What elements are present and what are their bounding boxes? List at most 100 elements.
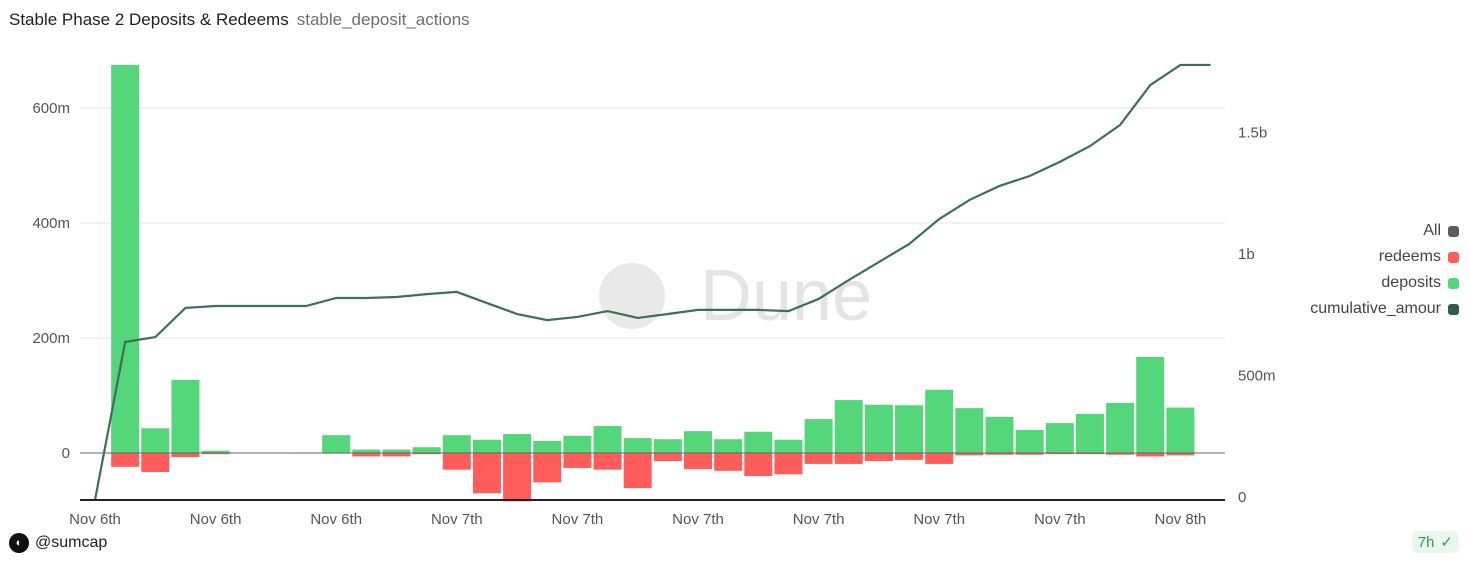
redeem-bar (895, 453, 924, 460)
x-axis-tick-label: Nov 7th (913, 511, 965, 528)
check-badge-icon: ✓ (1440, 534, 1453, 551)
deposit-bar (684, 431, 712, 453)
query-name[interactable]: stable_deposit_actions (296, 10, 470, 29)
redeem-bar (1045, 453, 1074, 455)
legend-item-redeems[interactable]: redeems (1310, 244, 1459, 270)
deposit-bar (925, 389, 954, 453)
author-name: @sumcap (35, 534, 108, 551)
right-axis-tick-label: 0 (1238, 489, 1246, 506)
deposit-bar (1075, 413, 1104, 453)
redeem-bar (1106, 453, 1135, 455)
redeem-bar (834, 453, 863, 464)
dune-logo-icon: ◐ (9, 533, 29, 553)
redeem-bar (1015, 453, 1044, 455)
deposit-bar (985, 416, 1014, 453)
deposit-bar (774, 439, 803, 453)
redeem-bar (412, 453, 441, 455)
redeem-bar (593, 453, 622, 470)
redeem-bar (684, 453, 712, 470)
legend-swatch (1448, 303, 1459, 315)
redeem-bar (744, 453, 773, 476)
redeem-bar (623, 453, 652, 489)
redeem-bar (533, 453, 562, 483)
deposit-bar (895, 405, 924, 453)
legend-swatch (1448, 251, 1459, 263)
redeem-bar (563, 453, 592, 468)
right-axis-tick-label: 1b (1238, 246, 1255, 263)
legend-item-deposits[interactable]: deposits (1310, 270, 1459, 296)
redeem-bar (1075, 453, 1104, 455)
redeem-bar (382, 453, 411, 457)
chart-title: Stable Phase 2 Deposits & Redeems (9, 10, 289, 29)
deposit-bar (804, 419, 833, 453)
x-axis-tick-label: Nov 7th (431, 511, 483, 528)
deposit-bar (593, 425, 622, 453)
x-axis-tick-label: Nov 7th (793, 511, 845, 528)
deposit-bar (201, 450, 230, 453)
deposit-bar (563, 435, 592, 453)
deposit-bar (141, 428, 170, 453)
redeem-bar (653, 453, 682, 462)
deposit-bar (1015, 430, 1044, 453)
x-axis-tick-label: Nov 8th (1155, 511, 1207, 528)
redeem-bar (1136, 453, 1165, 457)
chart-header: Stable Phase 2 Deposits & Redeems stable_… (9, 10, 470, 30)
refresh-age-badge[interactable]: 7h ✓ (1411, 531, 1459, 553)
deposit-bar (744, 431, 773, 453)
redeem-bar (985, 453, 1014, 455)
dune-watermark: Dune (700, 256, 872, 336)
legend-label: redeems (1378, 248, 1441, 265)
redeem-bar (714, 453, 743, 471)
left-axis-tick-label: 200m (32, 330, 70, 347)
deposit-bar (412, 447, 441, 453)
deposit-bar (955, 408, 984, 453)
redeem-bar (201, 453, 230, 455)
age-text: 7h (1417, 533, 1435, 551)
redeem-bar (503, 453, 532, 502)
redeem-bar (171, 453, 200, 458)
deposit-bar (1045, 423, 1074, 453)
redeem-bar (1166, 453, 1195, 456)
redeem-bar (442, 453, 471, 470)
deposit-bar (472, 439, 501, 453)
redeem-bar (352, 453, 381, 457)
legend: All redeems deposits cumulative_amour (1310, 218, 1459, 322)
deposit-bar (533, 440, 562, 453)
deposit-bar (352, 449, 381, 453)
x-axis-tick-label: Nov 6th (190, 511, 242, 528)
x-axis-tick-label: Nov 7th (672, 511, 724, 528)
redeem-bar (472, 453, 501, 494)
redeem-bar (864, 453, 893, 462)
deposit-bar (1106, 402, 1135, 453)
redeem-bar (955, 453, 984, 456)
x-axis-tick-label: Nov 7th (1034, 511, 1086, 528)
deposit-bar (623, 438, 652, 453)
author-link[interactable]: ◐ @sumcap (9, 533, 107, 553)
x-axis-tick-label: Nov 6th (310, 511, 362, 528)
deposit-bar (864, 404, 893, 453)
right-axis-tick-label: 1.5b (1238, 125, 1267, 142)
redeem-bar (111, 453, 140, 467)
deposit-bar (382, 449, 411, 453)
deposit-bar (653, 439, 682, 453)
deposit-bar (714, 439, 743, 453)
legend-label: cumulative_amour (1310, 300, 1441, 317)
legend-item-all[interactable]: All (1310, 218, 1459, 244)
legend-swatch (1448, 225, 1459, 237)
left-axis-tick-label: 0 (62, 445, 70, 462)
legend-swatch (1448, 277, 1459, 289)
cumulative-line (93, 63, 1211, 501)
x-axis-tick-label: Nov 6th (69, 511, 121, 528)
left-axis-tick-label: 600m (32, 100, 70, 117)
left-axis-tick-label: 400m (32, 215, 70, 232)
deposit-bar (171, 379, 200, 453)
deposit-bar (1136, 356, 1165, 453)
deposit-bar (834, 400, 863, 453)
redeem-bar (774, 453, 803, 475)
legend-item-cumulative[interactable]: cumulative_amour (1310, 296, 1459, 322)
deposit-bar (442, 435, 471, 453)
redeem-bar (804, 453, 833, 464)
legend-label: deposits (1381, 274, 1441, 291)
